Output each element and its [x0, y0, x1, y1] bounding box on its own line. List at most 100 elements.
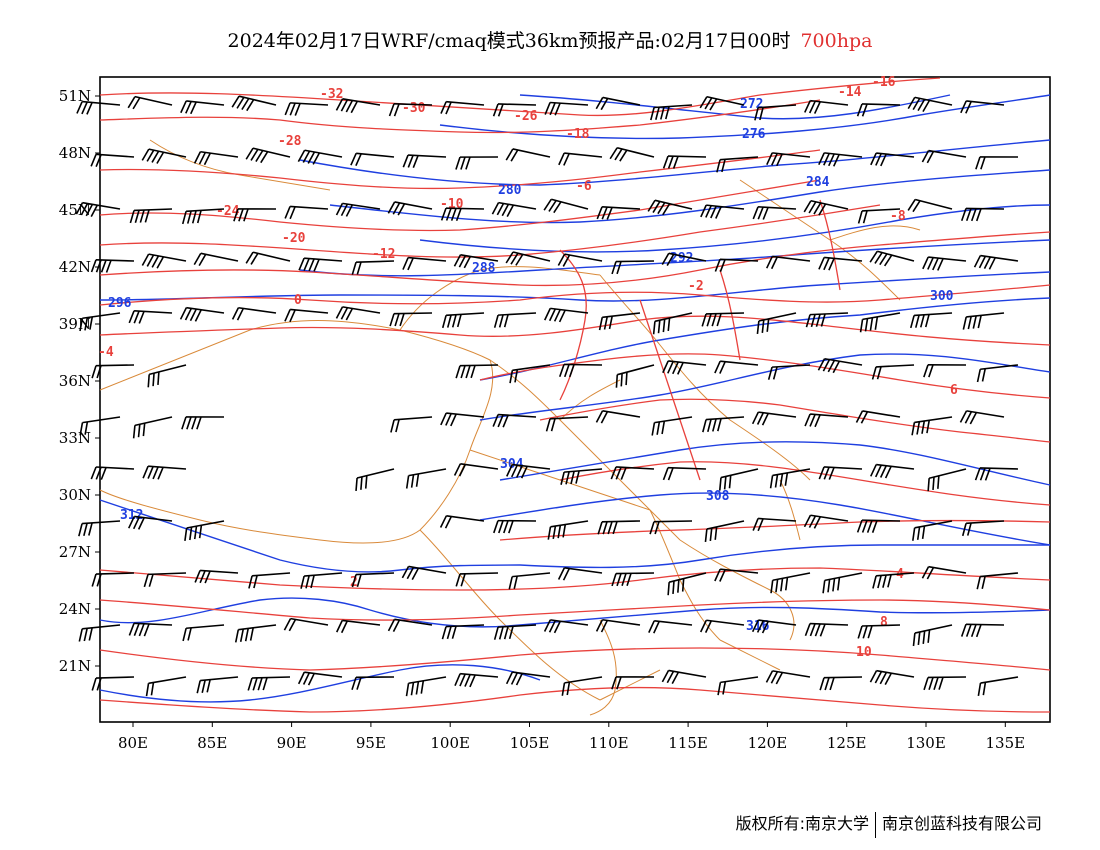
wind-barb: [300, 572, 343, 589]
wind-barb: [441, 312, 485, 329]
wind-barb: [90, 153, 135, 167]
wind-barb: [923, 676, 967, 691]
wind-barb: [231, 95, 277, 112]
wind-barb: [818, 256, 863, 271]
wind-barb: [857, 208, 901, 224]
longitude-tick-label: 110E: [589, 734, 629, 752]
temperature-label: -32: [320, 87, 343, 102]
wind-barb: [911, 416, 953, 436]
wind-barb: [180, 100, 225, 115]
wind-barb: [90, 259, 135, 273]
temperature-label: -24: [216, 204, 240, 219]
wind-barb: [141, 253, 187, 269]
geopotential-label: 292: [670, 251, 693, 266]
wind-barb: [598, 312, 641, 331]
longitude-tick-label: 135E: [986, 734, 1026, 752]
temperature-label: -14: [838, 85, 862, 100]
wind-barb: [505, 251, 551, 266]
wind-barb: [714, 360, 759, 374]
latitude-tick-label: 27N: [59, 543, 91, 561]
wind-barb: [335, 306, 381, 321]
wind-barb: [907, 96, 953, 113]
longitude-tick-label: 105E: [510, 734, 550, 752]
wind-barb: [141, 148, 187, 164]
temperature-label: -4: [98, 345, 114, 360]
wind-barb: [453, 463, 499, 477]
wind-barb: [440, 412, 485, 427]
wind-barb: [181, 416, 225, 430]
wind-barb: [547, 520, 589, 540]
wind-barb: [297, 671, 343, 686]
wind-barb: [506, 463, 551, 479]
wind-barb: [752, 206, 797, 220]
wind-barb: [611, 260, 655, 275]
wind-barb: [822, 572, 863, 594]
wind-barb: [558, 363, 603, 378]
wind-barb: [78, 520, 121, 537]
wind-barb: [245, 251, 291, 265]
wind-barb: [647, 199, 693, 216]
map-frame: [99, 76, 1051, 723]
longitude-tick-label: 90E: [277, 734, 307, 752]
wind-barb: [91, 364, 135, 379]
temperature-contours: [99, 77, 1051, 713]
wind-barb: [610, 466, 655, 480]
wind-barb: [453, 253, 499, 269]
geopotential-label: 288: [472, 261, 496, 276]
temperature-label: -8: [890, 209, 906, 224]
longitude-tick-label: 85E: [197, 734, 227, 752]
wind-barb: [704, 520, 745, 543]
wind-barb: [557, 567, 603, 581]
longitude-tick-label: 100E: [430, 734, 470, 752]
longitude-tick-label: 120E: [748, 734, 788, 752]
wind-barb: [699, 95, 745, 111]
temperature-label: -6: [576, 179, 592, 194]
latitude-tick-label: 39N: [59, 315, 91, 333]
wind-barb: [335, 619, 381, 634]
wind-barb: [765, 255, 811, 270]
temperature-label: -2: [688, 279, 704, 294]
wind-barb: [143, 572, 187, 588]
longitude-tick-label: 95E: [356, 734, 386, 752]
wind-barb: [767, 364, 811, 380]
wind-barb: [492, 413, 537, 428]
latitude-tick-label: 51N: [59, 87, 91, 105]
wind-barb: [297, 149, 343, 165]
wind-barb: [402, 154, 447, 168]
wind-barb: [754, 104, 797, 121]
wind-barb: [561, 676, 603, 696]
wind-barb: [648, 620, 693, 634]
wind-barb: [803, 199, 849, 216]
wind-barb: [909, 312, 953, 329]
wind-barb: [193, 150, 239, 166]
wind-barb: [387, 618, 433, 633]
wind-barb: [194, 569, 239, 584]
wind-barb: [817, 357, 863, 374]
latitude-axis: 21N 24N 27N 30N 33N 36N 39N 42N 45N 48N 51N: [59, 87, 100, 675]
wind-barb: [700, 204, 745, 219]
wind-barb: [78, 624, 121, 642]
geopotential-label: 308: [706, 489, 730, 504]
latitude-tick-label: 42N: [59, 258, 91, 276]
longitude-tick-label: 130E: [906, 734, 946, 752]
wind-barb: [455, 364, 499, 379]
wind-barb: [127, 515, 173, 530]
wind-barb: [751, 619, 797, 634]
wind-barb: [440, 207, 485, 221]
wind-barb: [389, 312, 433, 327]
wind-barb: [234, 624, 277, 643]
copyright-footer: 版权所有:南京大学 南京创蓝科技有限公司: [736, 810, 1042, 838]
wind-barb: [756, 312, 797, 335]
wind-barb: [766, 152, 811, 167]
wind-barb: [351, 676, 395, 690]
wind-barb: [405, 468, 447, 489]
wind-barb: [976, 364, 1019, 383]
latitude-tick-label: 21N: [59, 657, 91, 675]
wind-barb: [818, 152, 863, 167]
wind-barb: [661, 669, 707, 684]
wind-barb: [493, 312, 537, 328]
wind-barb: [129, 208, 173, 224]
wind-barb: [960, 207, 1005, 222]
wind-barb: [650, 104, 693, 121]
wind-barb: [595, 96, 641, 111]
